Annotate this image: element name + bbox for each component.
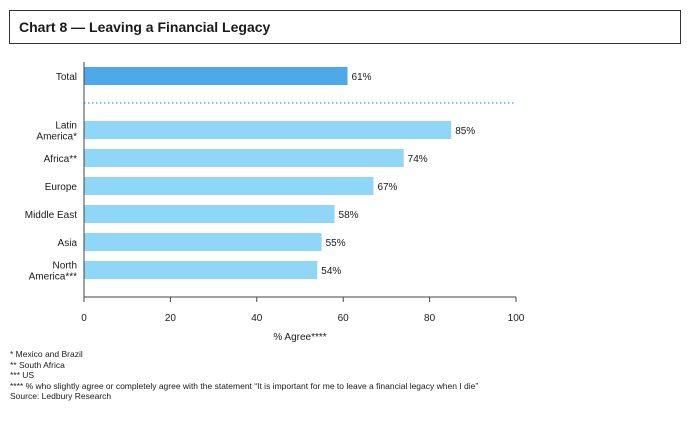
footnote: * Mexico and Brazil <box>10 349 83 359</box>
value-label: 58% <box>339 210 359 221</box>
x-tick-label: 0 <box>81 313 87 324</box>
category-label: Latin America* <box>36 121 77 143</box>
footnote: ** South Africa <box>10 359 65 370</box>
value-label: 61% <box>352 72 372 83</box>
bar <box>84 205 335 223</box>
bar <box>84 149 404 167</box>
value-label: 85% <box>455 126 475 137</box>
source-note: Source: Ledbury Research <box>10 391 112 402</box>
bar <box>84 67 348 85</box>
value-label: 55% <box>326 238 346 249</box>
category-label: Middle East <box>25 210 77 221</box>
category-label: Total <box>56 72 77 83</box>
x-tick-label: 80 <box>424 313 436 324</box>
chart-title: Chart 8 — Leaving a Financial Legacy <box>19 19 271 35</box>
footnote: *** US <box>10 370 35 381</box>
x-tick-label: 60 <box>338 313 350 324</box>
category-label: Europe <box>45 182 78 193</box>
category-label: Asia <box>58 238 78 249</box>
category-label: Africa** <box>44 154 77 165</box>
value-label: 67% <box>377 182 397 193</box>
value-label: 54% <box>321 266 341 277</box>
value-label: 74% <box>408 154 428 165</box>
x-tick-label: 100 <box>508 313 525 324</box>
chart-title-box: Chart 8 — Leaving a Financial Legacy <box>9 10 681 44</box>
footnotes: * Mexico and Brazil ** South Africa *** … <box>10 349 478 402</box>
x-axis-title: % Agree**** <box>273 332 326 343</box>
bar <box>84 233 322 251</box>
bar <box>84 121 452 139</box>
bar-chart: 61% Total 85% Latin America* 74% Africa** 67% Eu… <box>25 62 525 343</box>
bar <box>84 261 318 279</box>
x-tick-label: 20 <box>165 313 177 324</box>
x-tick-label: 40 <box>251 313 263 324</box>
footnote: **** % who slightly agree or completely … <box>10 380 479 391</box>
bar <box>84 177 374 195</box>
category-label: North America*** <box>29 261 77 283</box>
